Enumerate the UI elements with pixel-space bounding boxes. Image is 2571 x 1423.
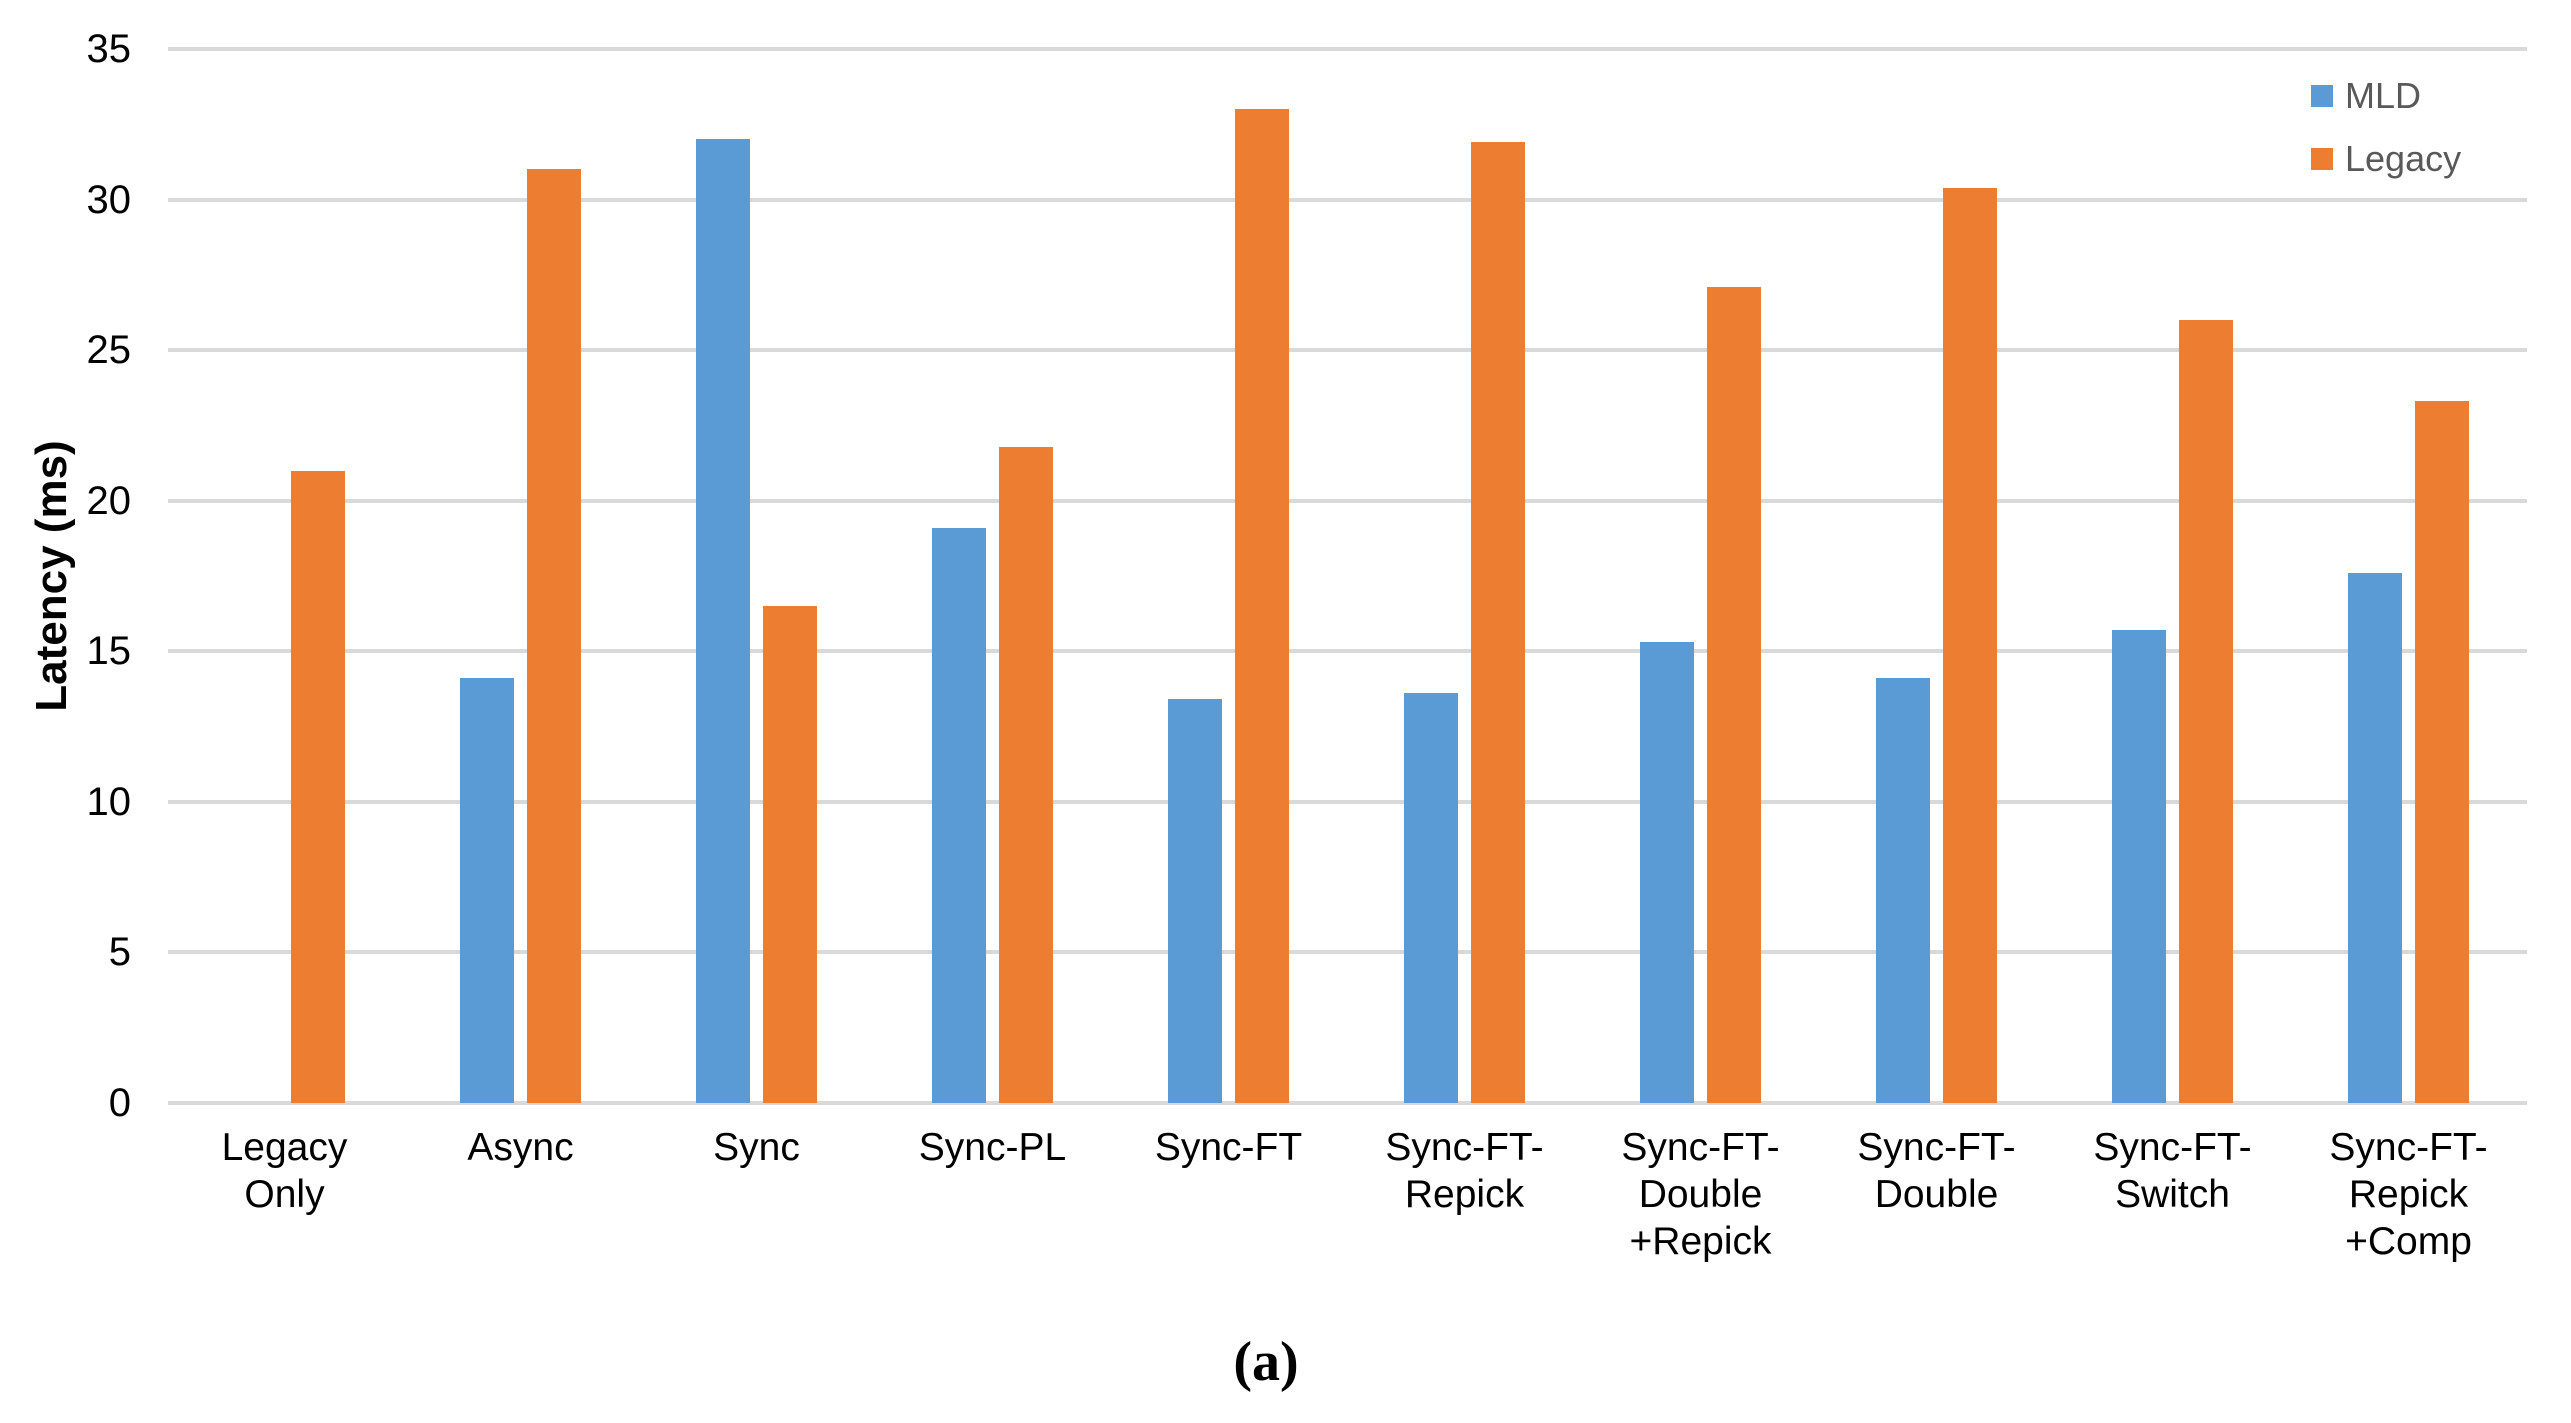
y-tick-label-20: 20 bbox=[86, 478, 132, 523]
bar-legacy-0 bbox=[291, 470, 345, 1103]
y-tick-label-35: 35 bbox=[86, 27, 132, 71]
y-tick-label-15: 15 bbox=[86, 629, 132, 674]
x-category-label-7: Sync-FT- Double bbox=[1857, 1126, 2016, 1216]
gridline-0 bbox=[168, 1101, 2527, 1105]
bar-mld-4 bbox=[1168, 699, 1222, 1103]
y-tick-label-10: 10 bbox=[86, 779, 132, 824]
gridline-30 bbox=[168, 197, 2527, 202]
bar-mld-2 bbox=[696, 139, 750, 1103]
legend-label-mld: MLD bbox=[2345, 75, 2422, 116]
bar-mld-6 bbox=[1640, 642, 1694, 1103]
x-category-label-0: Legacy Only bbox=[221, 1126, 348, 1216]
bar-legacy-9 bbox=[2415, 401, 2469, 1103]
bar-mld-5 bbox=[1404, 693, 1458, 1103]
x-category-label-8: Sync-FT- Switch bbox=[2093, 1126, 2252, 1216]
bar-mld-7 bbox=[1876, 678, 1930, 1103]
x-category-label-1: Async bbox=[467, 1126, 574, 1169]
x-category-label-3: Sync-PL bbox=[918, 1126, 1067, 1169]
bar-legacy-4 bbox=[1235, 109, 1289, 1103]
gridline-20 bbox=[168, 498, 2527, 503]
bar-mld-1 bbox=[460, 678, 514, 1103]
x-category-label-4: Sync-FT bbox=[1154, 1126, 1303, 1169]
gridline-10 bbox=[168, 799, 2527, 804]
bar-legacy-2 bbox=[763, 606, 817, 1103]
legend-label-legacy: Legacy bbox=[2345, 138, 2462, 179]
gridline-5 bbox=[168, 950, 2527, 955]
gridline-25 bbox=[168, 348, 2527, 353]
x-category-label-9: Sync-FT- Repick +Comp bbox=[2329, 1126, 2488, 1263]
legend-item-mld: MLD bbox=[2311, 74, 2421, 118]
y-tick-label-5: 5 bbox=[108, 930, 131, 975]
bar-legacy-7 bbox=[1943, 187, 1997, 1103]
y-tick-label-25: 25 bbox=[86, 328, 132, 373]
figure-caption: (a) bbox=[1233, 1331, 1299, 1393]
bar-legacy-3 bbox=[999, 446, 1053, 1103]
y-tick-label-0: 0 bbox=[108, 1081, 131, 1125]
gridline-35 bbox=[168, 47, 2527, 51]
x-category-label-5: Sync-FT- Repick bbox=[1385, 1126, 1544, 1216]
bar-mld-9 bbox=[2348, 572, 2402, 1103]
legend-swatch-mld-icon bbox=[2311, 85, 2333, 107]
bar-legacy-8 bbox=[2179, 320, 2233, 1103]
bar-legacy-5 bbox=[1471, 142, 1525, 1103]
legend-swatch-legacy-icon bbox=[2311, 148, 2333, 170]
x-category-label-2: Sync bbox=[713, 1126, 800, 1169]
bar-mld-8 bbox=[2112, 630, 2166, 1103]
y-tick-label-30: 30 bbox=[86, 177, 132, 222]
bar-legacy-1 bbox=[527, 169, 581, 1103]
gridline-15 bbox=[168, 649, 2527, 654]
x-category-label-6: Sync-FT- Double +Repick bbox=[1621, 1126, 1780, 1263]
legend-item-legacy: Legacy bbox=[2311, 137, 2461, 181]
bar-legacy-6 bbox=[1707, 286, 1761, 1103]
bar-mld-3 bbox=[932, 527, 986, 1103]
